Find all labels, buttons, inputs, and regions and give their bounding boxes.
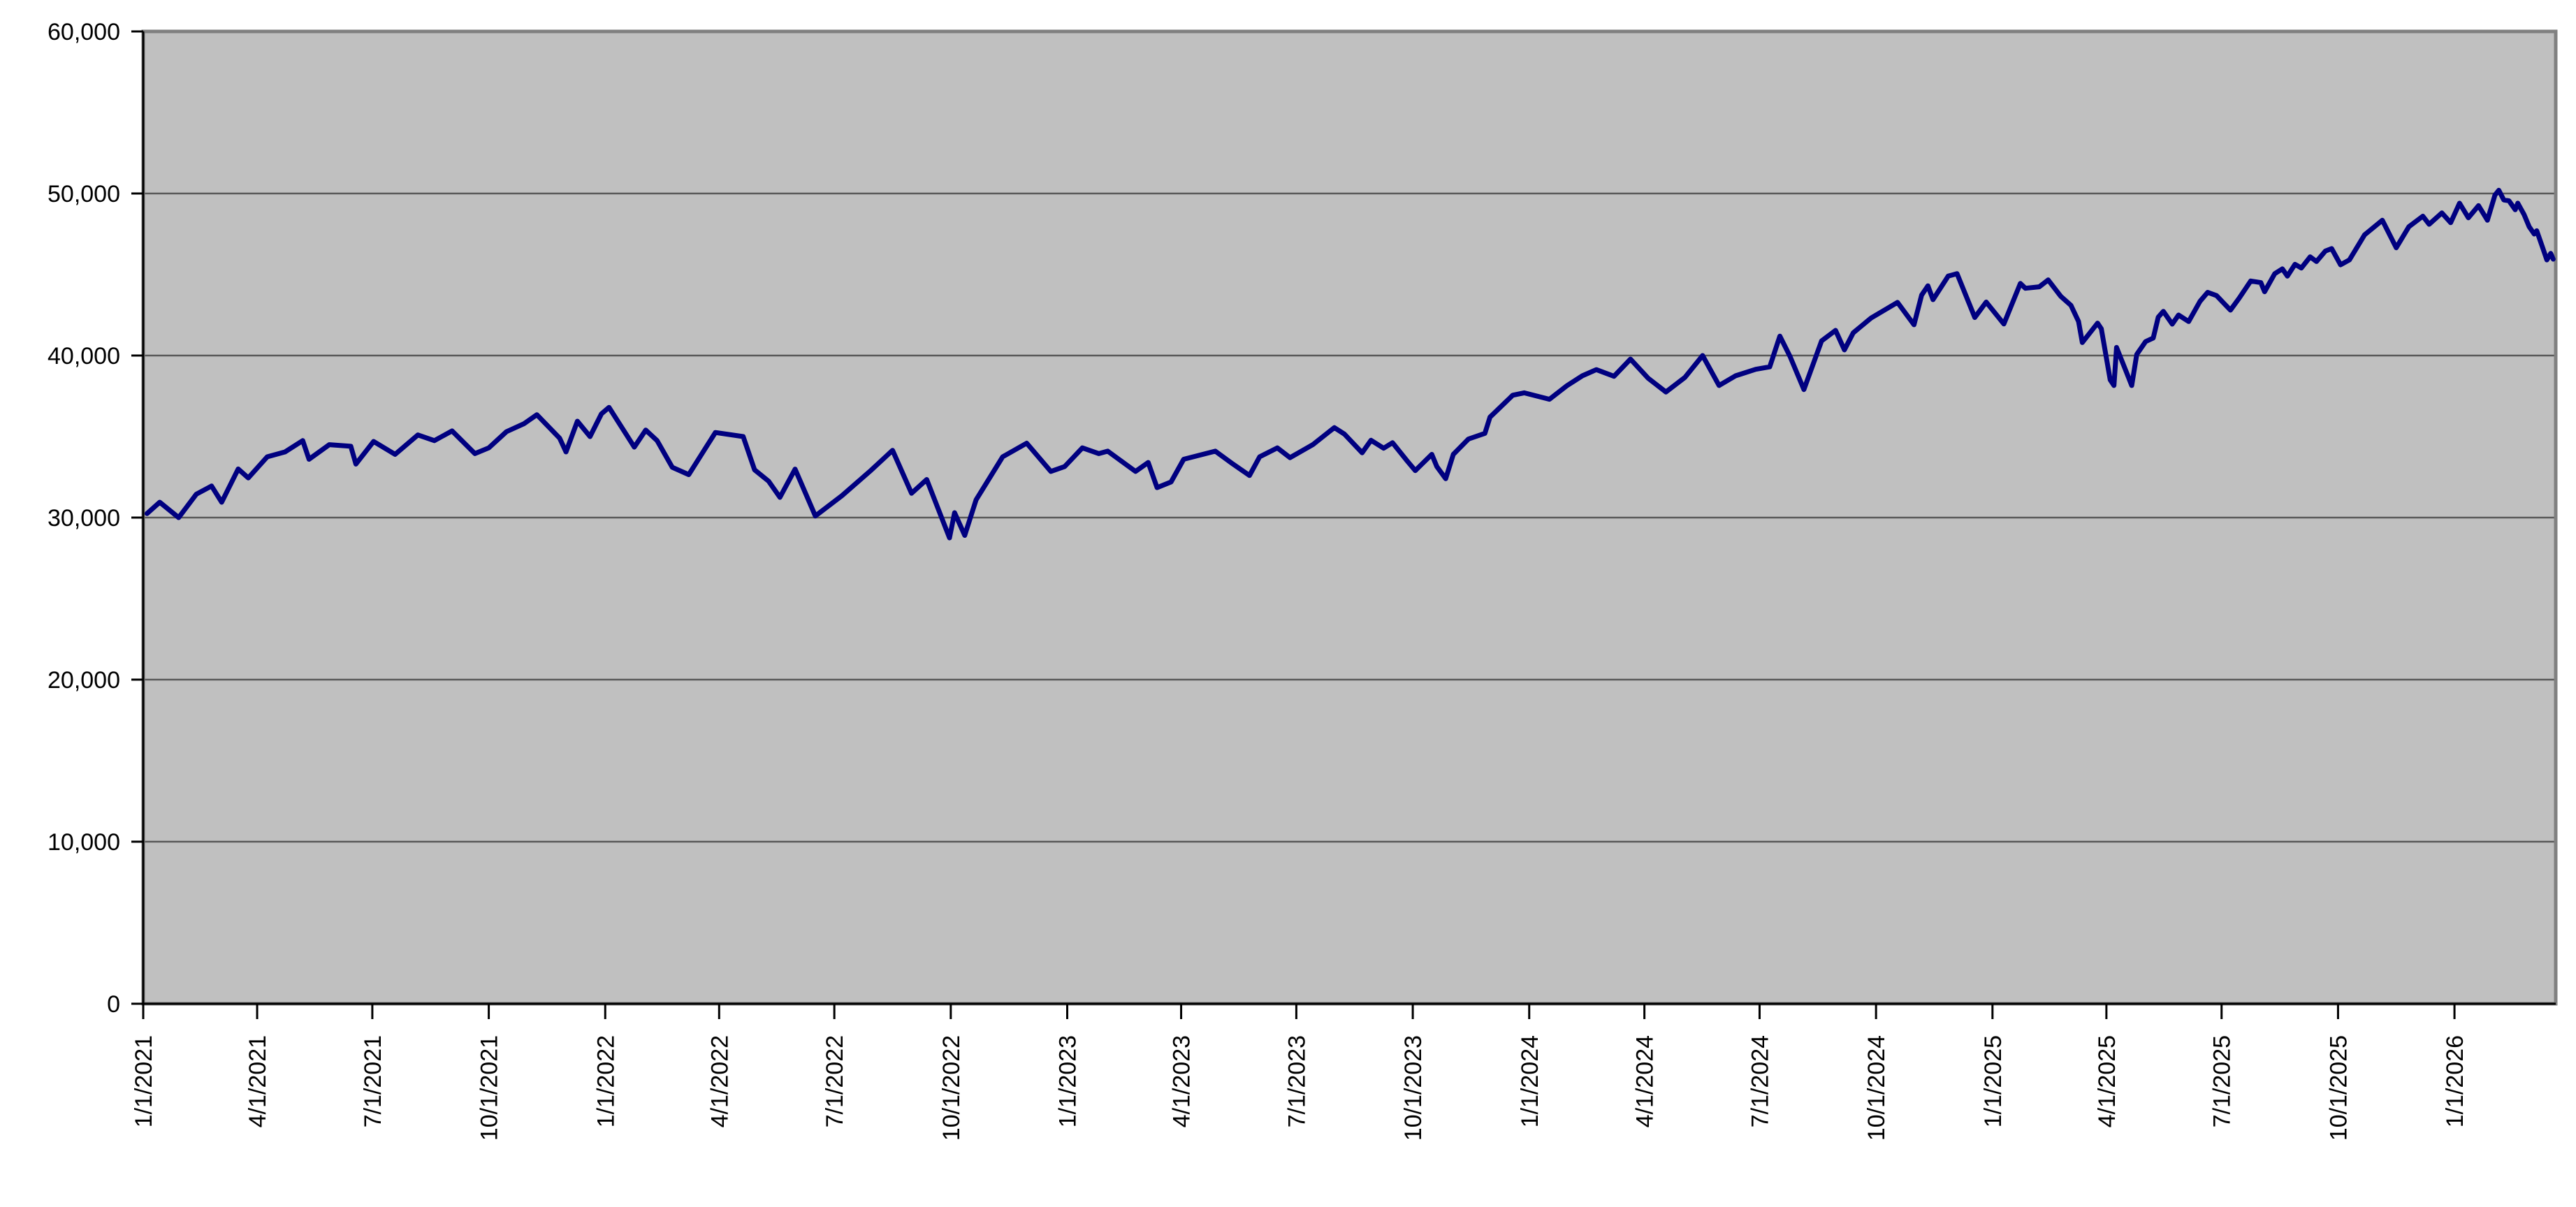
- x-axis-label: 7/1/2025: [2209, 1035, 2236, 1127]
- x-axis-label: 4/1/2022: [706, 1035, 733, 1127]
- x-axis-label: 1/1/2021: [131, 1035, 157, 1127]
- y-axis-label: 60,000: [48, 19, 120, 45]
- x-axis-label: 1/1/2023: [1055, 1035, 1082, 1127]
- x-axis-label: 10/1/2022: [938, 1035, 965, 1141]
- y-axis-label: 40,000: [48, 343, 120, 370]
- y-axis-label: 0: [107, 991, 120, 1018]
- y-axis-label: 20,000: [48, 667, 120, 694]
- x-axis-label: 1/1/2026: [2442, 1035, 2468, 1127]
- x-axis-label: 10/1/2025: [2325, 1035, 2352, 1141]
- x-axis-label: 1/1/2024: [1517, 1035, 1543, 1127]
- x-axis-label: 10/1/2021: [476, 1035, 503, 1141]
- x-axis-label: 7/1/2024: [1747, 1035, 1773, 1127]
- x-axis-label: 4/1/2023: [1169, 1035, 1195, 1127]
- x-axis-label: 4/1/2021: [245, 1035, 271, 1127]
- x-axis-label: 7/1/2022: [822, 1035, 848, 1127]
- x-axis-label: 7/1/2023: [1283, 1035, 1310, 1127]
- y-axis-label: 30,000: [48, 505, 120, 532]
- x-axis-label: 10/1/2024: [1863, 1035, 1890, 1141]
- x-axis-label: 4/1/2025: [2094, 1035, 2120, 1127]
- x-axis-label: 4/1/2024: [1632, 1035, 1659, 1127]
- x-axis-label: 10/1/2023: [1400, 1035, 1427, 1141]
- y-axis-label: 10,000: [48, 829, 120, 856]
- x-axis-label: 1/1/2022: [592, 1035, 619, 1127]
- x-axis-label: 7/1/2021: [360, 1035, 386, 1127]
- y-axis-label: 50,000: [48, 181, 120, 207]
- x-axis-label: 1/1/2025: [1980, 1035, 2007, 1127]
- price-line: [144, 187, 2556, 541]
